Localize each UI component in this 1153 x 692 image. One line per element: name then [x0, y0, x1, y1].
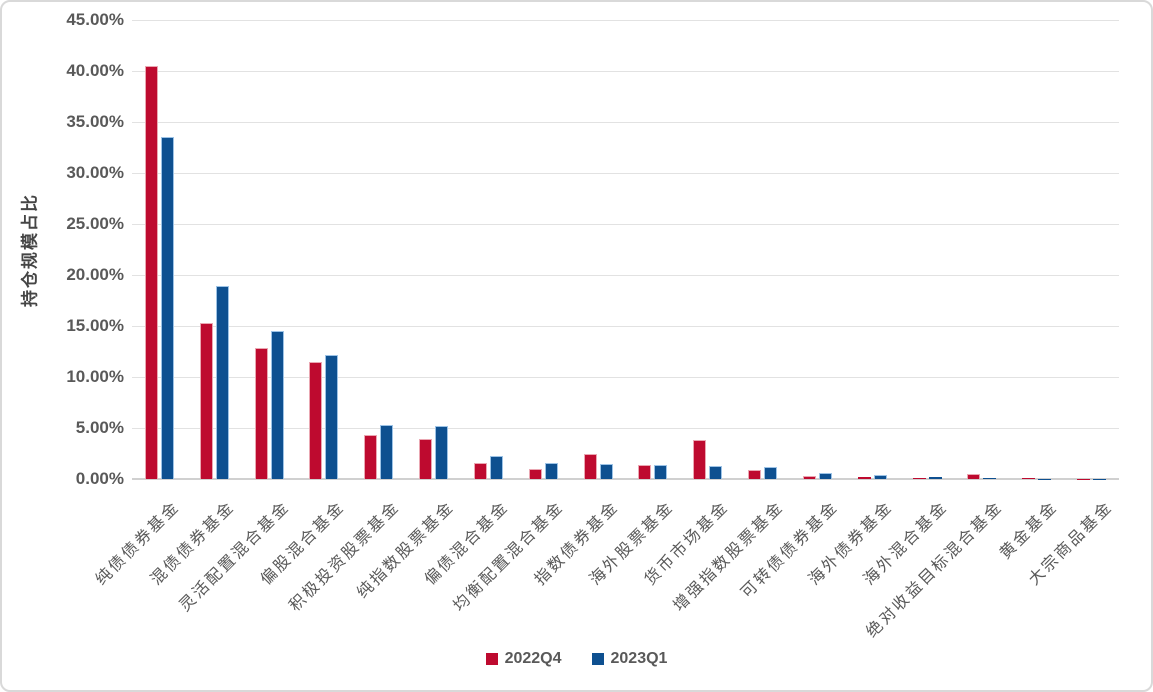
bar-2023Q1 [270, 331, 284, 479]
bar-2023Q1 [599, 463, 613, 479]
y-tick-label: 20.00% [66, 265, 124, 284]
bar-2022Q4 [144, 65, 158, 479]
bar-2022Q4 [748, 469, 762, 479]
y-tick-label: 15.00% [66, 316, 124, 335]
gridline [132, 275, 1119, 276]
bar-2022Q4 [473, 462, 487, 479]
gridline [132, 20, 1119, 21]
bar-2022Q4 [528, 468, 542, 479]
bar-2023Q1 [764, 466, 778, 479]
legend-swatch [485, 653, 498, 665]
legend-item-2023Q1: 2023Q1 [591, 650, 668, 668]
y-tick-label: 35.00% [66, 112, 124, 131]
bar-2022Q4 [199, 322, 213, 479]
bar-2022Q4 [912, 478, 926, 479]
legend: 2022Q4 2023Q1 [2, 650, 1151, 668]
gridline [132, 173, 1119, 174]
bar-2022Q4 [693, 440, 707, 479]
y-tick-label: 45.00% [66, 10, 124, 29]
legend-swatch [591, 653, 604, 665]
bar-2023Q1 [873, 475, 887, 479]
bar-2023Q1 [160, 137, 174, 479]
y-tick-label: 30.00% [66, 163, 124, 182]
x-axis-line [132, 478, 1119, 480]
bar-2022Q4 [254, 348, 268, 479]
gridline [132, 377, 1119, 378]
bar-2023Q1 [435, 425, 449, 479]
bar-2022Q4 [1022, 477, 1036, 479]
bar-2022Q4 [309, 361, 323, 479]
gridline [132, 428, 1119, 429]
bar-2023Q1 [709, 465, 723, 479]
bar-2023Q1 [215, 286, 229, 479]
gridline [132, 122, 1119, 123]
y-tick-label: 25.00% [66, 214, 124, 233]
gridline [132, 224, 1119, 225]
bar-2022Q4 [857, 476, 871, 479]
bar-2023Q1 [325, 354, 339, 479]
bar-2022Q4 [583, 453, 597, 479]
y-tick-label: 40.00% [66, 61, 124, 80]
gridline [132, 71, 1119, 72]
y-tick-label: 5.00% [75, 418, 124, 437]
bar-2023Q1 [983, 478, 997, 479]
bar-2023Q1 [544, 462, 558, 479]
y-tick-label: 0.00% [75, 469, 124, 488]
bar-2023Q1 [489, 455, 503, 479]
bar-2022Q4 [967, 473, 981, 479]
bar-2022Q4 [802, 476, 816, 479]
legend-label: 2022Q4 [504, 650, 562, 667]
y-tick-label: 10.00% [66, 367, 124, 386]
legend-label: 2023Q1 [610, 650, 668, 667]
bar-2022Q4 [364, 435, 378, 479]
bar-2023Q1 [380, 424, 394, 479]
bar-2022Q4 [638, 464, 652, 479]
bar-2023Q1 [818, 472, 832, 479]
bar-2023Q1 [928, 476, 942, 479]
bar-2023Q1 [654, 464, 668, 479]
legend-item-2022Q4: 2022Q4 [485, 650, 562, 668]
bar-2022Q4 [419, 439, 433, 479]
gridline [132, 326, 1119, 327]
